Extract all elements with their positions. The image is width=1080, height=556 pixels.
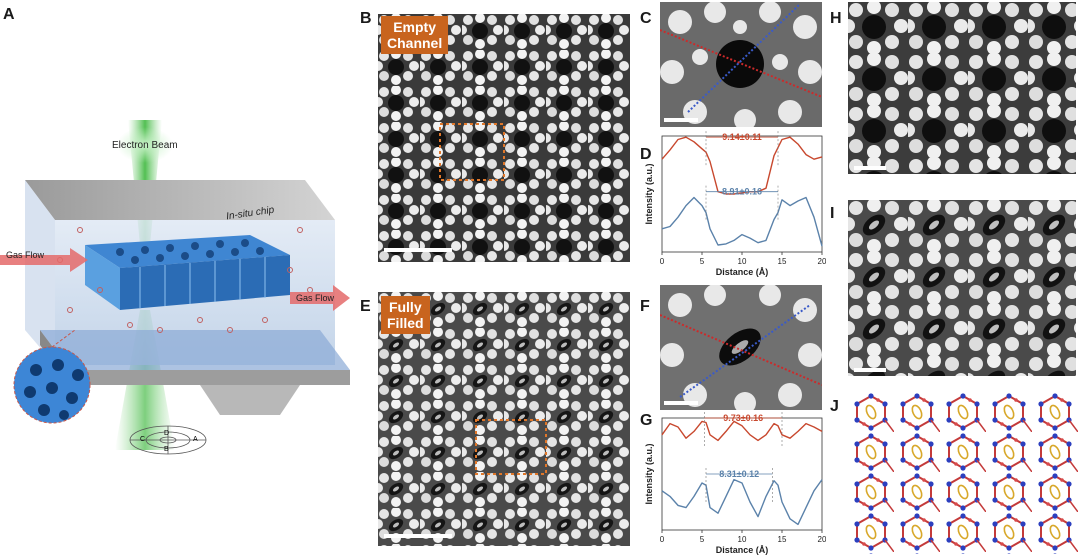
zoom-image-empty <box>660 2 822 127</box>
zoom-image-filled <box>660 285 822 410</box>
detector-label-d: D <box>164 430 170 437</box>
distance-annotation: 9.14±0.11 <box>722 132 761 142</box>
detector-diagram <box>129 425 207 455</box>
panel-label-e: E <box>360 298 371 315</box>
x-tick-label: 15 <box>778 535 787 544</box>
panel-label-i: I <box>830 205 835 222</box>
x-axis-label: Distance (Å) <box>716 545 769 555</box>
gas-flow-arrow-left <box>0 248 88 272</box>
x-tick-label: 0 <box>660 535 665 544</box>
y-axis-label: Intensity (a.u.) <box>644 443 654 504</box>
series-line-1 <box>661 136 823 195</box>
gas-flow-right-label: Gas Flow <box>296 293 335 303</box>
series-line-2 <box>661 196 823 247</box>
scale-bar <box>384 534 452 538</box>
intensity-profile-chart-g: 0 5 10 15 20 Distance (Å) Intensity (a.u.) 9.73… <box>644 412 826 555</box>
panel-label-g: G <box>640 412 653 429</box>
empty-channel-tag: Empty Channel <box>381 16 449 54</box>
intensity-profile-chart-d: 0 5 10 15 20 Distance (Å) Intensity (a.u.) 9.14… <box>644 131 826 277</box>
framework-structure-model <box>848 392 1078 554</box>
panel-label-h: H <box>830 10 842 27</box>
x-tick-label: 0 <box>660 257 665 266</box>
x-tick-label: 20 <box>818 535 826 544</box>
scale-bar <box>854 166 886 170</box>
panel-a: A <box>0 0 360 556</box>
gas-flow-left-label: Gas Flow <box>6 250 45 260</box>
panel-label-c: C <box>640 10 652 27</box>
scale-bar <box>664 401 698 405</box>
distance-annotation: 8.91±0.16 <box>722 187 762 197</box>
selection-box <box>439 123 505 181</box>
panel-label-j: J <box>830 398 839 415</box>
series-line-2 <box>661 478 823 526</box>
plot-area: 0 5 10 15 20 Distance (Å) Intensity (a.u.) 9.73… <box>644 412 826 555</box>
distance-annotation: 8.31±0.12 <box>719 469 759 479</box>
empty-pore <box>716 40 764 88</box>
scale-bar <box>854 368 886 372</box>
x-axis-label: Distance (Å) <box>716 267 769 277</box>
panel-label-a: A <box>3 6 15 23</box>
x-tick-label: 20 <box>818 257 826 266</box>
stem-image-empty-channel <box>378 14 630 262</box>
x-tick-label: 10 <box>738 257 747 266</box>
panel-label-d: D <box>640 146 652 163</box>
x-tick-label: 5 <box>700 535 705 544</box>
series-line-1 <box>661 420 823 442</box>
detector-label-b: B <box>164 446 169 453</box>
detector-label-c: C <box>140 436 146 443</box>
y-axis-label: Intensity (a.u.) <box>644 163 654 224</box>
panel-label-b: B <box>360 10 372 27</box>
x-tick-label: 15 <box>778 257 787 266</box>
electron-beam-label: Electron Beam <box>112 140 178 151</box>
distance-annotation: 9.73±0.16 <box>723 413 763 423</box>
selection-box <box>475 419 547 475</box>
detector-label-a: A <box>193 436 198 443</box>
x-tick-label: 10 <box>738 535 747 544</box>
schematic-diagram <box>0 120 350 455</box>
simulated-image-filled <box>848 200 1076 376</box>
fully-filled-tag: Fully Filled <box>381 296 430 334</box>
gas-flow-arrow-right <box>290 285 350 311</box>
simulated-image-empty <box>848 2 1076 174</box>
scale-bar <box>384 248 452 252</box>
panel-label-f: F <box>640 298 650 315</box>
plot-area: 0 5 10 15 20 Distance (Å) Intensity (a.u.) 9.14… <box>644 131 826 277</box>
chip-top-layer <box>25 180 335 220</box>
scale-bar <box>664 118 698 122</box>
x-tick-label: 5 <box>700 257 705 266</box>
stem-image-fully-filled <box>378 292 630 546</box>
